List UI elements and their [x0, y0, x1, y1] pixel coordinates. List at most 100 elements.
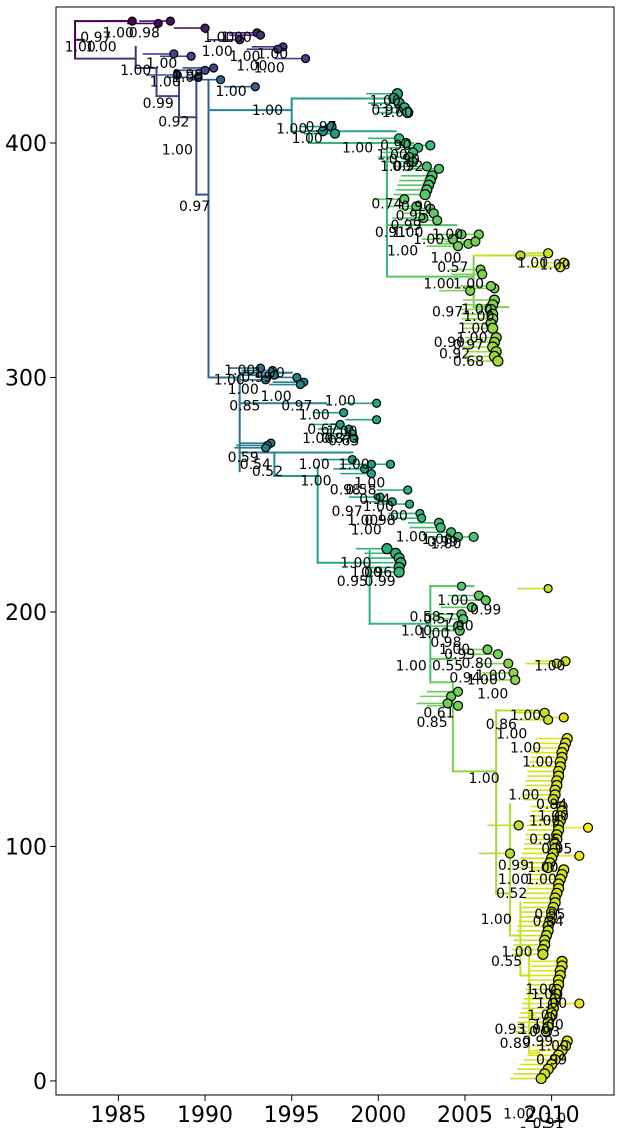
tip-marker	[366, 469, 376, 479]
support-value: 1.00	[351, 565, 382, 581]
tip-marker	[454, 625, 465, 636]
tip-marker	[385, 459, 396, 469]
tip-marker	[433, 163, 445, 174]
support-value: 1.00	[517, 255, 548, 271]
support-value: 1.00	[529, 813, 560, 829]
y-tick-label: 400	[5, 132, 47, 157]
support-value: 1.00	[531, 987, 562, 1003]
support-value: 1.00	[292, 131, 323, 147]
tip-marker	[537, 948, 549, 960]
support-value: 0.95	[541, 841, 572, 857]
tip-marker	[127, 16, 137, 26]
support-value: 0.91	[375, 225, 406, 241]
support-value: 1.00	[522, 755, 553, 771]
support-value: 0.99	[143, 96, 174, 112]
tip-marker	[492, 649, 503, 660]
support-value: 0.99	[498, 858, 529, 874]
support-value: 0.97	[306, 119, 337, 135]
tip-marker	[399, 194, 410, 205]
tip-marker	[255, 363, 266, 373]
support-value: 0.99	[390, 218, 421, 234]
support-value: 1.00	[224, 363, 255, 379]
tip-marker	[250, 82, 260, 92]
support-value: 0.80	[462, 656, 493, 672]
tip-marker	[560, 656, 571, 667]
tip-marker	[513, 820, 524, 831]
tip-marker	[465, 285, 476, 296]
support-value: 0.87	[321, 431, 352, 447]
tip-marker	[432, 215, 443, 226]
tip-marker	[404, 499, 415, 509]
tip-marker	[458, 613, 469, 625]
tip-marker	[421, 161, 432, 172]
support-value: 1.0	[544, 1111, 566, 1127]
support-value: 1.00	[203, 30, 234, 46]
tip-marker	[543, 583, 553, 594]
support-value: 0.57	[437, 260, 468, 276]
tip-marker	[216, 75, 226, 85]
support-value: 0.54	[240, 457, 271, 473]
support-value: 1.00	[430, 537, 461, 553]
tip-marker	[480, 595, 491, 606]
tree-branches	[74, 20, 589, 1080]
support-value: 1.00	[442, 619, 473, 635]
tip-marker	[200, 23, 210, 33]
support-value: 1.00	[503, 1106, 534, 1122]
y-tick-label: 100	[5, 835, 47, 860]
tip-marker	[295, 379, 305, 390]
support-value: 1.00	[463, 309, 494, 325]
support-value: 1.00	[338, 457, 369, 473]
support-value: 1.00	[475, 668, 506, 684]
support-value: 0.74	[371, 197, 402, 213]
support-value: 1.00	[214, 373, 245, 389]
support-value: 0.97	[179, 199, 210, 215]
support-value: 1.00	[533, 1017, 564, 1033]
support-value: 1.00	[498, 872, 529, 888]
support-value: 1.00	[229, 49, 260, 65]
support-value: 1.00	[526, 982, 557, 998]
support-value: 0.85	[416, 715, 447, 731]
tip-marker	[375, 492, 385, 502]
support-value: 1.00	[526, 872, 557, 888]
support-value: 0.90	[389, 152, 420, 168]
support-value: 0.92	[392, 159, 423, 175]
support-value: 1.00	[276, 122, 307, 138]
tip-marker	[335, 419, 345, 429]
tip-marker	[269, 370, 279, 380]
tip-marker	[470, 236, 481, 247]
tip-marker	[339, 408, 349, 418]
support-value: 1.00	[423, 276, 454, 292]
support-value: 1.00	[519, 1022, 550, 1038]
support-value: 1.00	[468, 771, 499, 787]
support-value: 1.00	[538, 809, 569, 825]
x-tick-label: 1985	[90, 1103, 146, 1128]
support-value: 0.97	[332, 504, 363, 520]
tip-marker	[200, 65, 210, 75]
support-value: 1.00	[228, 382, 259, 398]
tip-marker	[349, 433, 359, 444]
support-value: 0.63	[328, 433, 359, 449]
support-value: 0.89	[500, 1036, 531, 1052]
support-labels: 0.971.001.001.000.981.001.001.000.991.00…	[65, 25, 573, 1132]
support-value: 0.97	[371, 103, 402, 119]
support-value: 1.00	[534, 659, 565, 675]
support-value: 0.94	[449, 670, 480, 686]
tip-marker	[543, 248, 554, 259]
support-value: 1.00	[481, 912, 512, 928]
support-value: 1.00	[377, 509, 408, 525]
tip-marker	[543, 714, 554, 725]
support-value: 0.85	[229, 398, 260, 414]
tip-marker	[394, 133, 405, 144]
support-value: 1.00	[453, 276, 484, 292]
support-value: 0.90	[434, 335, 465, 351]
support-value: 1.00	[422, 532, 453, 548]
support-value: 0.90	[401, 199, 432, 215]
y-tick-label: 200	[5, 601, 47, 626]
support-value: 1.00	[396, 530, 427, 546]
tip-marker	[165, 16, 175, 26]
support-value: 1.00	[202, 44, 233, 60]
tip-marker	[261, 443, 271, 453]
x-tick-label: 2005	[437, 1103, 493, 1128]
support-value: 1.00	[508, 788, 539, 804]
support-value: 1.00	[347, 513, 378, 529]
